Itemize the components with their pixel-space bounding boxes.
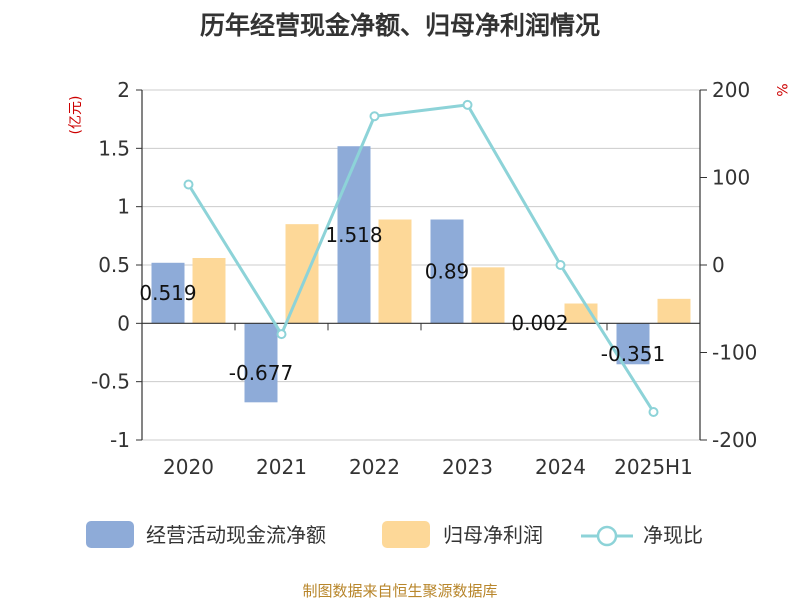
data-label-cash-2025H1: -0.351 <box>601 342 665 366</box>
gridlines <box>142 89 700 441</box>
right-tick-label: 100 <box>712 166 750 190</box>
right-tick-label: -100 <box>712 341 757 365</box>
bar-profit-2020 <box>192 258 226 324</box>
bar-profit-2023 <box>471 267 505 324</box>
axes <box>136 89 707 441</box>
x-tick-label: 2020 <box>163 455 214 479</box>
bar-cash-2025H1 <box>616 323 650 365</box>
legend-item-profit[interactable]: 归母净利润 <box>382 521 543 548</box>
legend: 经营活动现金流净额 归母净利润 净现比 <box>86 521 703 548</box>
left-axis-unit: (亿元) <box>68 96 84 135</box>
legend-label-profit: 归母净利润 <box>443 523 543 547</box>
left-tick-label: 1 <box>117 195 130 219</box>
bar-cash-2020 <box>151 262 185 324</box>
left-tick-label: 1.5 <box>98 136 130 160</box>
x-tick-label: 2023 <box>442 455 493 479</box>
data-label-cash-2023: 0.89 <box>425 259 470 283</box>
x-tick-label: 2021 <box>256 455 307 479</box>
legend-marker-ratio <box>596 525 618 547</box>
data-label-cash-2022: 1.518 <box>325 223 382 247</box>
left-tick-label: 0 <box>117 311 130 335</box>
right-tick-label: -200 <box>712 428 757 452</box>
legend-swatch-cash <box>86 521 134 548</box>
ratio-line-path <box>187 103 655 413</box>
tick-labels: -1 -0.5 0 0.5 1 1.5 2 -200 -100 0 100 200 2020 2021 20… <box>91 78 757 479</box>
left-tick-label: 2 <box>117 78 130 102</box>
bar-cash-2022 <box>337 146 371 324</box>
bar-profit-2025H1 <box>657 298 691 324</box>
right-tick-label: 0 <box>712 253 725 277</box>
ratio-point-2024 <box>555 260 566 270</box>
ratio-point-2022 <box>369 111 380 122</box>
bar-cash-2023 <box>430 219 464 324</box>
x-tick-label: 2022 <box>349 455 400 479</box>
data-label-cash-2020: 0.519 <box>139 281 196 305</box>
ratio-point-2020 <box>183 179 194 190</box>
left-tick-label: -1 <box>110 428 130 452</box>
left-tick-label: 0.5 <box>98 253 130 277</box>
data-labels: 0.519 -0.677 1.518 0.89 0.002 -0.351 <box>139 223 665 385</box>
bar-profit-2021 <box>285 224 319 324</box>
ratio-point-2023 <box>462 99 473 110</box>
x-tick-label: 2024 <box>535 455 586 479</box>
x-tick-label: 2025H1 <box>614 455 693 479</box>
bar-profit-2022 <box>378 219 412 324</box>
right-axis-unit: % <box>773 83 789 96</box>
left-tick-label: -0.5 <box>91 370 130 394</box>
legend-swatch-profit <box>382 521 430 548</box>
data-label-cash-2024: 0.002 <box>511 311 568 335</box>
bar-cash-2021 <box>244 323 278 403</box>
legend-label-cash: 经营活动现金流净额 <box>146 523 326 547</box>
source-note: 制图数据来自恒生聚源数据库 <box>302 582 497 600</box>
legend-item-cash[interactable]: 经营活动现金流净额 <box>86 521 326 548</box>
data-label-cash-2021: -0.677 <box>229 361 293 385</box>
right-tick-label: 200 <box>712 78 750 102</box>
legend-label-ratio: 净现比 <box>643 523 703 547</box>
ratio-line <box>183 99 659 417</box>
legend-item-ratio[interactable]: 净现比 <box>581 523 703 547</box>
ratio-point-2025H1 <box>648 407 659 417</box>
chart-title: 历年经营现金净额、归母净利润情况 <box>200 11 600 40</box>
bars <box>151 146 691 403</box>
ratio-point-2021 <box>276 329 287 340</box>
